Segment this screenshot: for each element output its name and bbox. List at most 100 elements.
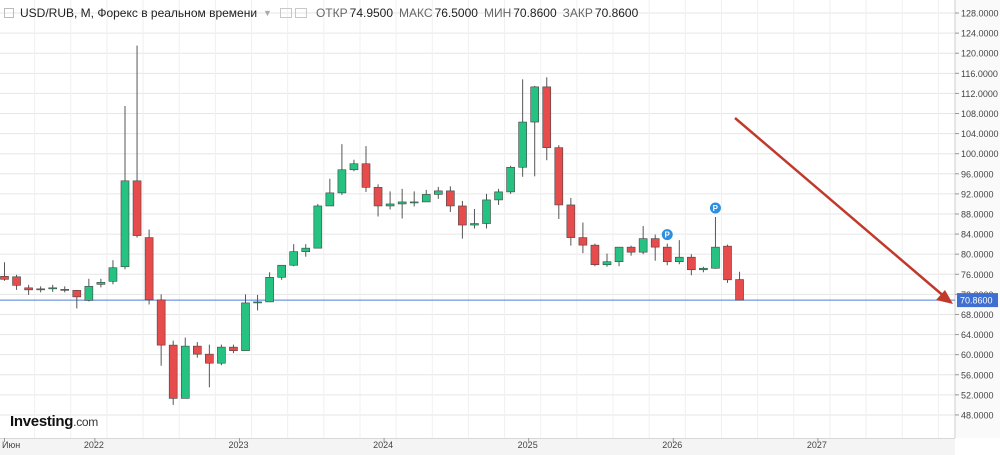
event-marker-label: P bbox=[664, 231, 670, 240]
candle-body[interactable] bbox=[578, 237, 588, 246]
candle-body[interactable] bbox=[397, 201, 407, 205]
y-tick-label: 112.0000 bbox=[961, 89, 998, 99]
trend-arrow-line bbox=[734, 117, 947, 299]
candle-body[interactable] bbox=[48, 287, 58, 290]
current-price-tag-label: 70.8600 bbox=[960, 296, 993, 306]
candle-body[interactable] bbox=[156, 299, 166, 346]
low-label: МИН bbox=[483, 6, 512, 20]
settings-icon[interactable] bbox=[279, 8, 292, 18]
candle-body[interactable] bbox=[590, 244, 600, 266]
candle-body[interactable] bbox=[313, 205, 323, 249]
candle-body[interactable] bbox=[638, 238, 648, 253]
open-label: ОТКР bbox=[315, 6, 348, 20]
candle-body[interactable] bbox=[373, 187, 383, 207]
candle-body[interactable] bbox=[361, 163, 371, 188]
candle-body[interactable] bbox=[602, 261, 612, 266]
candle-body[interactable] bbox=[530, 86, 540, 123]
candle-body[interactable] bbox=[205, 353, 214, 364]
candle-body[interactable] bbox=[506, 166, 515, 193]
trend-arrow-head bbox=[936, 290, 953, 304]
collapse-icon[interactable] bbox=[4, 8, 14, 18]
x-tick-label: 2025 bbox=[518, 440, 538, 450]
candle-body[interactable] bbox=[723, 245, 732, 281]
y-tick-label: 124.0000 bbox=[961, 29, 999, 39]
time-axis-panel bbox=[0, 438, 955, 455]
y-tick-label: 100.0000 bbox=[961, 149, 999, 159]
candle-body[interactable] bbox=[144, 237, 154, 301]
y-tick-label: 108.0000 bbox=[961, 109, 999, 119]
candle-body[interactable] bbox=[229, 346, 238, 351]
x-tick-label: Июн bbox=[2, 440, 20, 450]
candle-body[interactable] bbox=[241, 302, 250, 351]
candle-body[interactable] bbox=[699, 267, 708, 271]
y-tick-label: 84.0000 bbox=[961, 230, 994, 240]
event-marker[interactable] bbox=[661, 229, 673, 241]
candle-body[interactable] bbox=[566, 204, 576, 238]
candle-body[interactable] bbox=[349, 163, 359, 171]
candle-body[interactable] bbox=[421, 194, 431, 203]
y-tick-label: 128.0000 bbox=[961, 9, 999, 19]
y-tick-label: 64.0000 bbox=[961, 330, 994, 340]
candle-body[interactable] bbox=[0, 275, 9, 280]
candle-body[interactable] bbox=[277, 264, 286, 278]
candle-body[interactable] bbox=[518, 121, 527, 168]
candle-body[interactable] bbox=[289, 251, 299, 266]
candle-body[interactable] bbox=[409, 201, 419, 204]
y-tick-label: 120.0000 bbox=[961, 49, 999, 59]
y-tick-label: 96.0000 bbox=[961, 169, 994, 179]
candle-body[interactable] bbox=[735, 279, 744, 301]
candle-body[interactable] bbox=[674, 256, 684, 263]
investing-logo: Investing.com bbox=[10, 413, 98, 430]
candle-body[interactable] bbox=[711, 246, 720, 269]
candle-body[interactable] bbox=[482, 199, 491, 224]
candle-body[interactable] bbox=[12, 276, 21, 286]
candle-body[interactable] bbox=[687, 256, 696, 271]
candle-body[interactable] bbox=[650, 238, 660, 248]
logo-suffix: .com bbox=[73, 415, 98, 429]
high-label: МАКС bbox=[399, 6, 433, 20]
candle-body[interactable] bbox=[554, 147, 564, 206]
candle-body[interactable] bbox=[470, 223, 479, 226]
candle-body[interactable] bbox=[662, 246, 672, 263]
candle-body[interactable] bbox=[72, 290, 82, 298]
candle-body[interactable] bbox=[96, 282, 106, 285]
candle-body[interactable] bbox=[24, 287, 33, 291]
candle-body[interactable] bbox=[132, 180, 142, 236]
y-tick-label: 92.0000 bbox=[961, 189, 994, 199]
candle-body[interactable] bbox=[458, 205, 467, 226]
hide-icon[interactable] bbox=[294, 8, 307, 18]
chevron-down-icon[interactable]: ▼ bbox=[263, 8, 272, 18]
x-tick-label: 2023 bbox=[228, 440, 248, 450]
candle-body[interactable] bbox=[337, 169, 347, 194]
candle-body[interactable] bbox=[542, 86, 552, 148]
y-tick-label: 48.0000 bbox=[961, 410, 994, 420]
candle-body[interactable] bbox=[626, 246, 636, 253]
event-marker-label: P bbox=[713, 204, 719, 213]
candle-body[interactable] bbox=[494, 191, 503, 201]
candle-body[interactable] bbox=[301, 247, 311, 252]
instrument-title[interactable]: USD/RUB, М, Форекс в реальном времени bbox=[20, 6, 258, 20]
candle-body[interactable] bbox=[446, 190, 455, 207]
candle-body[interactable] bbox=[614, 246, 624, 263]
candle-body[interactable] bbox=[193, 345, 202, 355]
candle-body[interactable] bbox=[84, 286, 94, 301]
y-tick-label: 88.0000 bbox=[961, 209, 994, 219]
candle-body[interactable] bbox=[217, 346, 226, 364]
candle-body[interactable] bbox=[325, 192, 335, 207]
candle-body[interactable] bbox=[433, 190, 443, 195]
candle-body[interactable] bbox=[60, 289, 70, 291]
candle-body[interactable] bbox=[253, 301, 262, 304]
candle-body[interactable] bbox=[120, 180, 130, 268]
y-tick-label: 116.0000 bbox=[961, 69, 998, 79]
candle-body[interactable] bbox=[168, 344, 178, 399]
candle-body[interactable] bbox=[36, 288, 45, 291]
candle-body[interactable] bbox=[108, 267, 118, 282]
candle-body[interactable] bbox=[385, 203, 395, 207]
event-marker[interactable] bbox=[709, 202, 721, 214]
y-tick-label: 60.0000 bbox=[961, 350, 994, 360]
candle-body[interactable] bbox=[180, 345, 190, 399]
candle-body[interactable] bbox=[265, 276, 274, 303]
chart-header: USD/RUB, М, Форекс в реальном времени ▼ … bbox=[4, 4, 638, 22]
